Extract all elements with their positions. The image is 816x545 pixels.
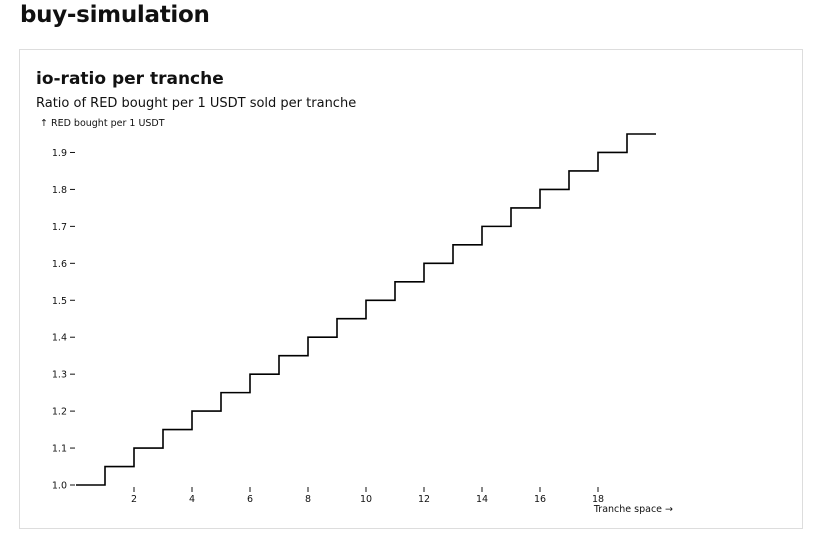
x-tick-label: 18 [592, 494, 604, 505]
y-tick-label: 1.5 [52, 296, 67, 307]
x-tick-label: 16 [534, 494, 546, 505]
series-line [76, 133, 656, 486]
x-tick-label: 8 [305, 494, 311, 505]
y-tick-label: 1.8 [52, 185, 67, 196]
io-ratio-chart: 1.0 1.1 1.2 1.3 1.4 1.5 1.6 1.7 1.8 1.9 2 4 6 8 10 12 1… [40, 118, 673, 515]
y-tick-label: 1.9 [52, 148, 67, 159]
chart-title: io-ratio per tranche [36, 69, 224, 89]
y-tick-label: 1.1 [52, 444, 67, 455]
x-tick-label: 6 [247, 494, 253, 505]
y-axis-label: ↑ RED bought per 1 USDT [40, 118, 165, 129]
y-tick-label: 1.4 [52, 333, 67, 344]
x-tick-label: 10 [360, 494, 372, 505]
x-tick-label: 12 [418, 494, 430, 505]
x-tick-label: 14 [476, 494, 488, 505]
x-axis: 2 4 6 8 10 12 14 16 18 [131, 487, 604, 505]
x-axis-label: Tranche space → [593, 504, 673, 515]
y-tick-label: 1.3 [52, 370, 67, 381]
y-tick-label: 1.7 [52, 222, 67, 233]
y-axis: 1.0 1.1 1.2 1.3 1.4 1.5 1.6 1.7 1.8 1.9 [52, 148, 75, 492]
y-tick-label: 1.2 [52, 407, 67, 418]
chart-card: io-ratio per tranche Ratio of RED bought… [19, 49, 803, 529]
chart-subtitle: Ratio of RED bought per 1 USDT sold per … [36, 96, 357, 111]
y-tick-label: 1.0 [52, 481, 67, 492]
page-title: buy-simulation [20, 2, 210, 28]
series-layer [76, 133, 656, 486]
x-tick-label: 2 [131, 494, 137, 505]
x-tick-label: 4 [189, 494, 195, 505]
y-tick-label: 1.6 [52, 259, 67, 270]
